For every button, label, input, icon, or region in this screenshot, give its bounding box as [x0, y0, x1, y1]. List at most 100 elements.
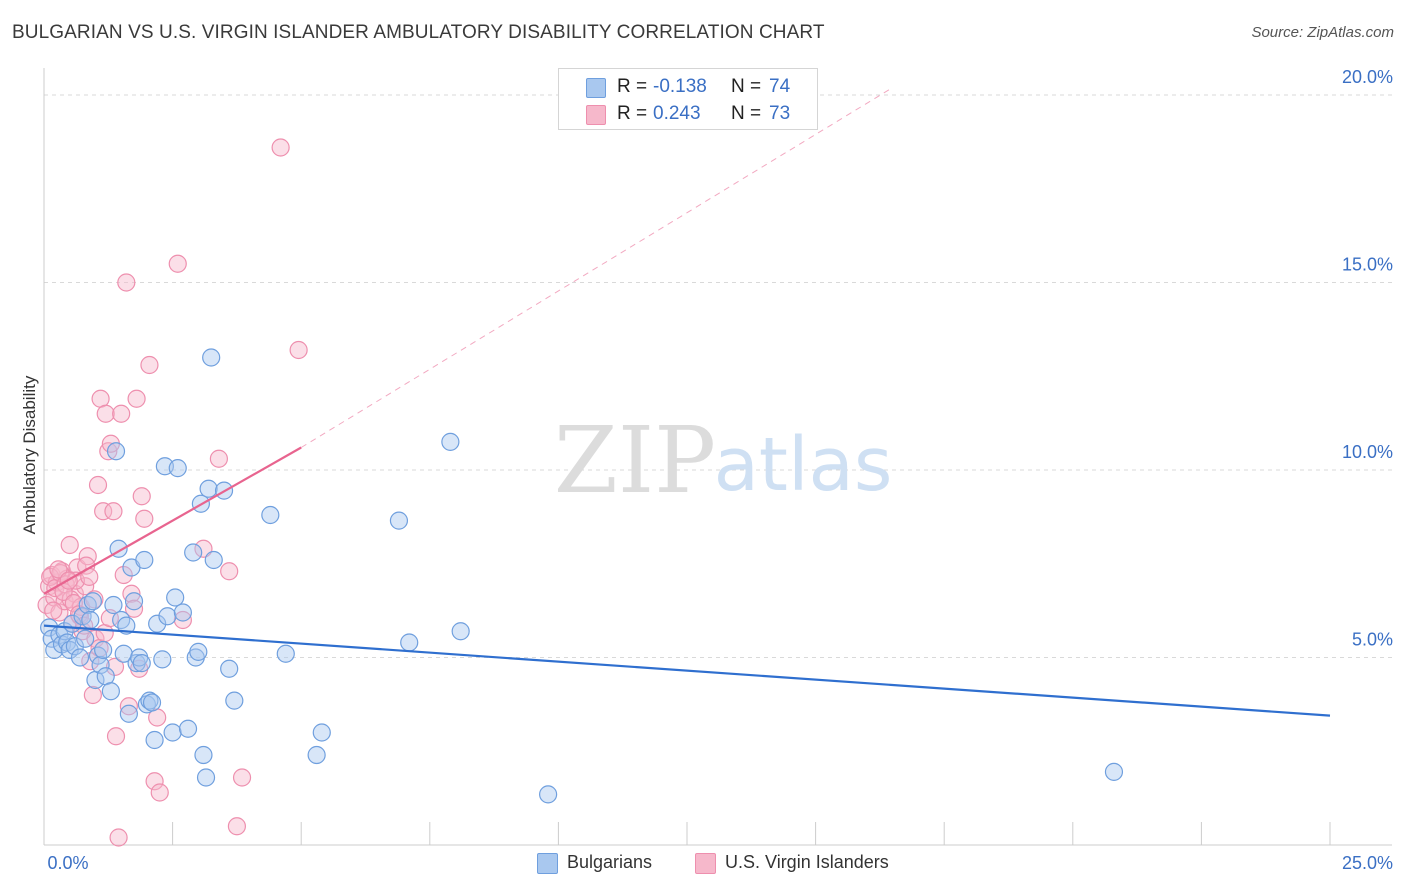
virgin-islander-point [117, 273, 136, 292]
bulgarian-point [199, 479, 218, 498]
virgin-islander-point [132, 487, 151, 506]
virgin-islander-point [106, 727, 126, 746]
bulgarian-point [202, 348, 221, 367]
bulgarian-point [261, 505, 280, 525]
correlation-legend: R = -0.138 N = 74 R = 0.243 N = 73 [558, 68, 818, 130]
bulgarian-point [166, 588, 185, 607]
y-axis-label: Ambulatory Disability [20, 375, 39, 535]
watermark-atlas: atlas [714, 422, 893, 508]
virgin-islander-point [60, 535, 79, 555]
virgin-islander-point [194, 539, 213, 558]
bulgarian-point [114, 644, 133, 663]
bulgarian-point [104, 595, 123, 615]
bulgarian-point [389, 511, 409, 530]
bulgarian-point [400, 633, 419, 652]
virgin-islander-point [96, 404, 115, 423]
virgin-islander-trend-extension [300, 87, 894, 448]
bulgarian-point [189, 642, 208, 661]
bulgarian-point [124, 592, 144, 611]
bulgarian-point [135, 550, 154, 570]
virgin-islander-point [83, 685, 102, 705]
y-tick-label: 20.0% [1342, 67, 1393, 87]
bulgarian-point [312, 723, 331, 742]
x-tick-label: 0.0% [47, 853, 88, 873]
virgin-islander-trend-line [43, 446, 302, 595]
points-layer [37, 138, 1124, 847]
virgin-islander-point [150, 783, 169, 802]
bulgarian-point [225, 691, 244, 710]
blue-swatch [537, 853, 558, 874]
bulgarian-point [142, 693, 162, 712]
virgin-islander-point [94, 502, 113, 521]
bulgarian-point [91, 655, 110, 675]
bulgarian-point [101, 682, 120, 701]
pink-swatch [695, 853, 716, 874]
virgin-islander-point [289, 340, 308, 360]
bulgarian-point [168, 459, 187, 478]
bulgarian-point [81, 610, 100, 630]
bulgarian-point [220, 659, 239, 678]
bulgarian-point [94, 640, 113, 660]
virgin-islander-point [168, 254, 187, 273]
pink-swatch [586, 105, 606, 125]
bulgarian-point [196, 768, 216, 787]
virgin-islander-point [124, 599, 144, 618]
n-value: 73 [769, 103, 791, 124]
virgin-islander-point [44, 601, 63, 620]
bulgarian-point [441, 432, 460, 451]
x-tick-label: 25.0% [1342, 853, 1393, 873]
virgin-islander-point [127, 389, 146, 408]
bulgarian-point [451, 622, 470, 641]
bulgarian-point [83, 592, 102, 611]
bulgarian-point [132, 654, 151, 673]
bulgarian-point [153, 650, 172, 669]
axis-layer [43, 68, 1392, 846]
virgin-islander-point [76, 577, 95, 596]
virgin-islander-point [119, 697, 138, 716]
legend-label: Bulgarians [567, 852, 653, 872]
virgin-islander-point [271, 138, 290, 157]
watermark: ZIP atlas [554, 407, 893, 514]
virgin-islander-point [64, 594, 83, 613]
n-label: N = [731, 103, 762, 124]
r-label: R = [617, 103, 648, 124]
virgin-islander-point [49, 560, 68, 579]
r-label: R = [617, 76, 648, 97]
virgin-islander-point [104, 502, 123, 521]
bulgarian-point [119, 704, 138, 723]
bulgarian-point [65, 637, 84, 656]
bulgarian-point [1104, 762, 1124, 781]
bulgarian-point [178, 719, 198, 738]
virgin-islander-point [220, 562, 239, 581]
bulgarian-point [158, 607, 177, 626]
bulgarian-point [148, 614, 167, 633]
blue-swatch [586, 78, 606, 98]
y-tick-label: 10.0% [1342, 442, 1393, 462]
bulgarian-point [539, 785, 558, 804]
r-value: -0.138 [653, 76, 707, 97]
virgin-islander-point [78, 547, 97, 566]
r-value: 0.243 [653, 103, 701, 124]
n-value: 74 [769, 76, 791, 97]
virgin-islander-point [88, 475, 108, 495]
virgin-islander-point [114, 565, 133, 585]
watermark-zip: ZIP [554, 407, 716, 514]
virgin-islander-point [112, 404, 131, 423]
virgin-islander-point [227, 817, 246, 836]
bulgarian-point [140, 691, 159, 710]
bulgarian-point [204, 550, 223, 570]
tick-label-layer: 5.0% 10.0% 15.0% 20.0% 0.0% 25.0% [47, 67, 1393, 873]
virgin-islander-point [232, 768, 252, 787]
bulgarian-point [173, 603, 192, 622]
trend-layer [43, 87, 1331, 717]
bulgarian-point [184, 543, 203, 562]
bulgarian-point [145, 730, 164, 750]
chart-title: BULGARIAN VS U.S. VIRGIN ISLANDER AMBULA… [12, 22, 825, 43]
y-tick-label: 15.0% [1342, 255, 1393, 275]
bulgarian-point [276, 644, 295, 663]
y-tick-label: 5.0% [1352, 630, 1393, 650]
virgin-islander-point [145, 772, 164, 791]
virgin-islander-point [209, 449, 228, 468]
virgin-islander-point [109, 828, 128, 847]
